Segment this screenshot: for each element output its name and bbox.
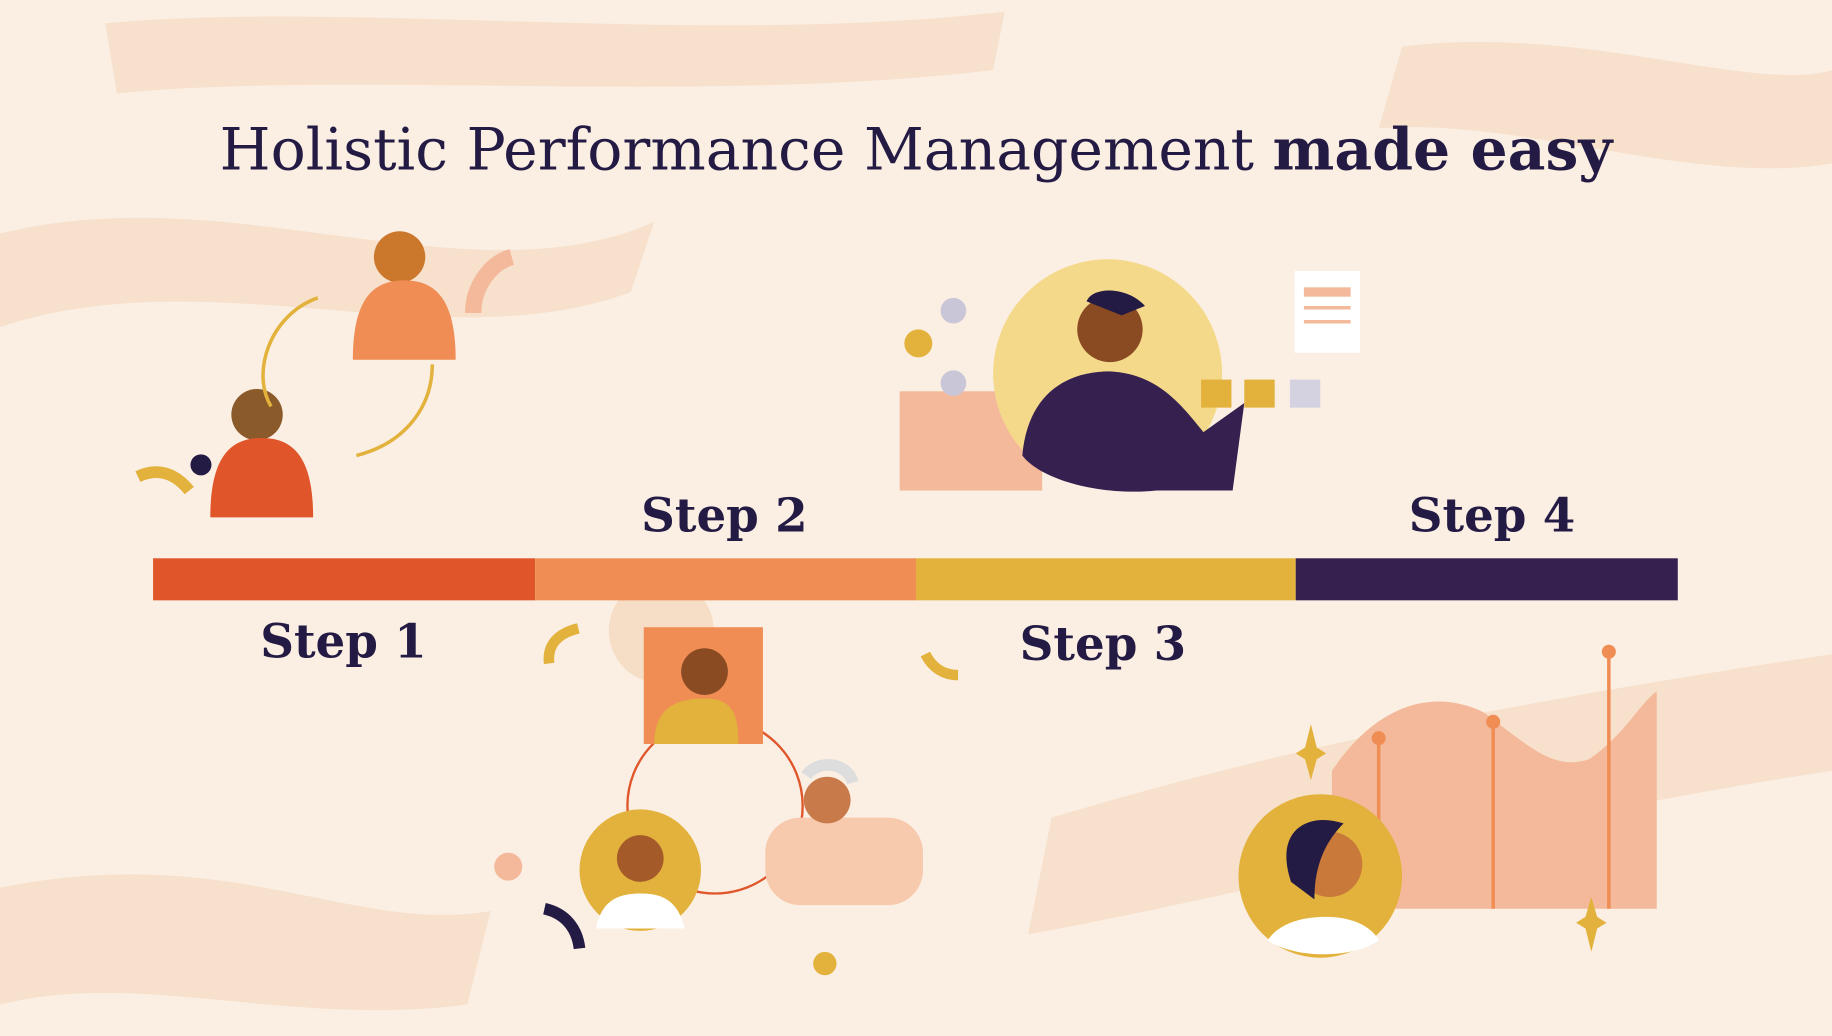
timeline-bar xyxy=(153,558,1678,601)
step4-label: Step 4 xyxy=(1409,488,1576,543)
title-bold: made easy xyxy=(1273,114,1615,183)
step4-segment xyxy=(1295,558,1678,601)
step4-illustration xyxy=(1238,644,1657,958)
step2-label: Step 2 xyxy=(641,488,808,543)
step1-label: Step 1 xyxy=(260,615,427,670)
step3-label: Step 3 xyxy=(1020,617,1187,672)
page-title: Holistic Performance Management made eas… xyxy=(220,114,1615,183)
step2-illustration xyxy=(494,578,959,976)
step1-segment xyxy=(153,558,536,601)
step1-illustration xyxy=(135,231,515,518)
step3-illustration xyxy=(899,259,1360,492)
step2-segment xyxy=(535,558,916,601)
step3-segment xyxy=(916,558,1296,601)
title-regular: Holistic Performance Management xyxy=(220,115,1255,183)
